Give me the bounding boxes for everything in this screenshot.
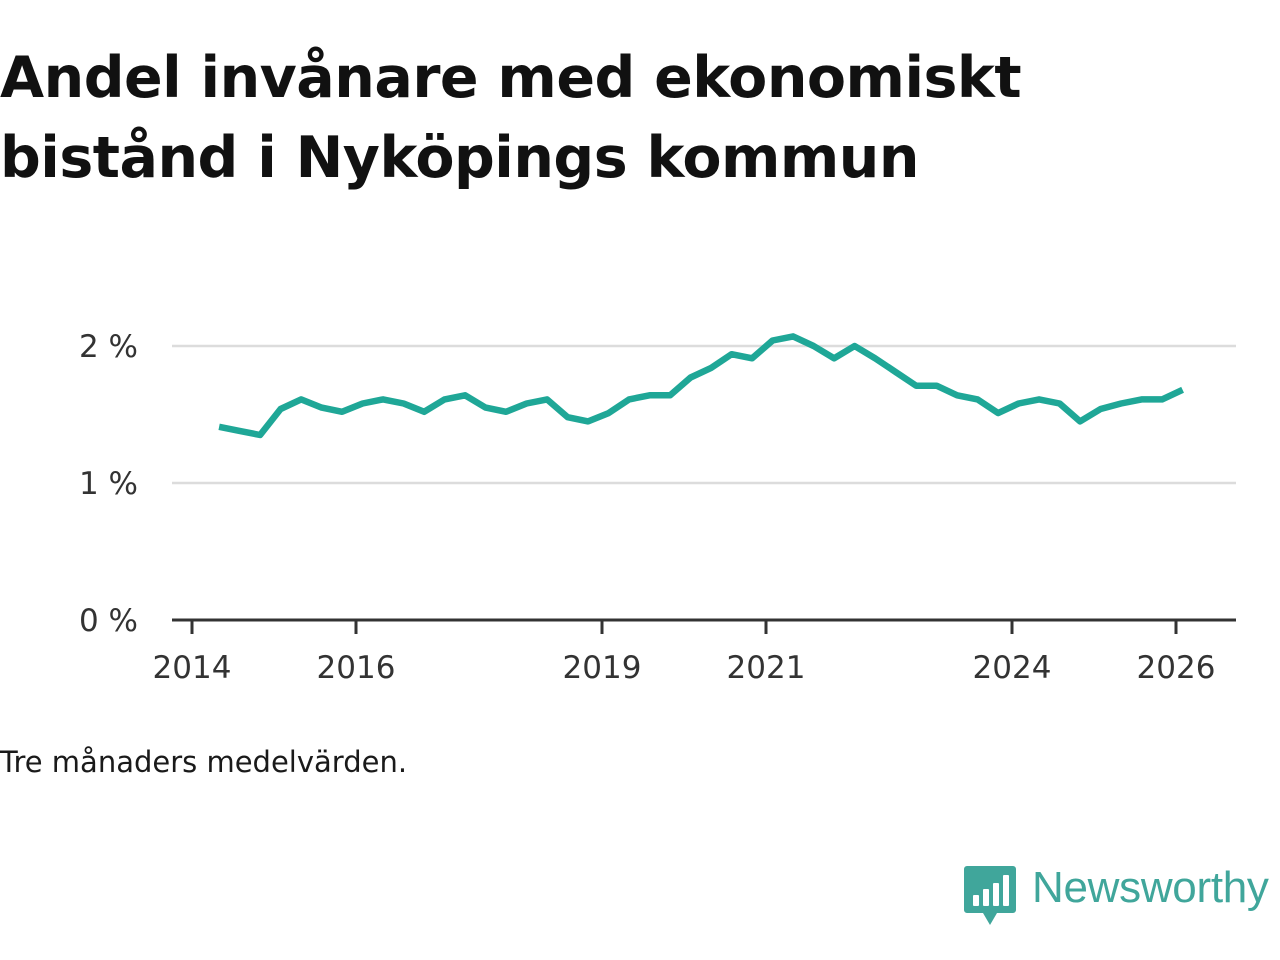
chart-title: Andel invånare med ekonomiskt bistånd i … bbox=[0, 45, 1022, 191]
x-tick-label: 2024 bbox=[973, 650, 1052, 686]
logo-bar bbox=[973, 895, 979, 906]
logo-bar bbox=[983, 889, 989, 906]
y-tick-label: 0 % bbox=[79, 603, 138, 639]
x-tick-label: 2016 bbox=[317, 650, 396, 686]
brand-logo: Newsworthy bbox=[964, 863, 1269, 928]
brand-name: Newsworthy bbox=[1032, 863, 1269, 912]
x-tick-label: 2021 bbox=[727, 650, 806, 686]
x-tick-label: 2026 bbox=[1137, 650, 1216, 686]
y-axis: 0 % 1 % 2 % bbox=[79, 329, 138, 639]
newsworthy-logo-icon bbox=[964, 866, 1016, 925]
series-line bbox=[218, 333, 1184, 439]
gridlines bbox=[172, 344, 1236, 485]
chart-caption: Tre månaders medelvärden. bbox=[0, 745, 408, 779]
x-tick-label: 2019 bbox=[563, 650, 642, 686]
y-tick-label: 2 % bbox=[79, 329, 138, 365]
logo-bar bbox=[1003, 875, 1009, 906]
y-tick-label: 1 % bbox=[79, 466, 138, 502]
x-tick-label: 2014 bbox=[153, 650, 232, 686]
logo-bar bbox=[993, 883, 999, 906]
x-axis: 2014 2016 2019 2021 2024 2026 bbox=[153, 618, 1236, 686]
series-layer bbox=[218, 333, 1184, 439]
